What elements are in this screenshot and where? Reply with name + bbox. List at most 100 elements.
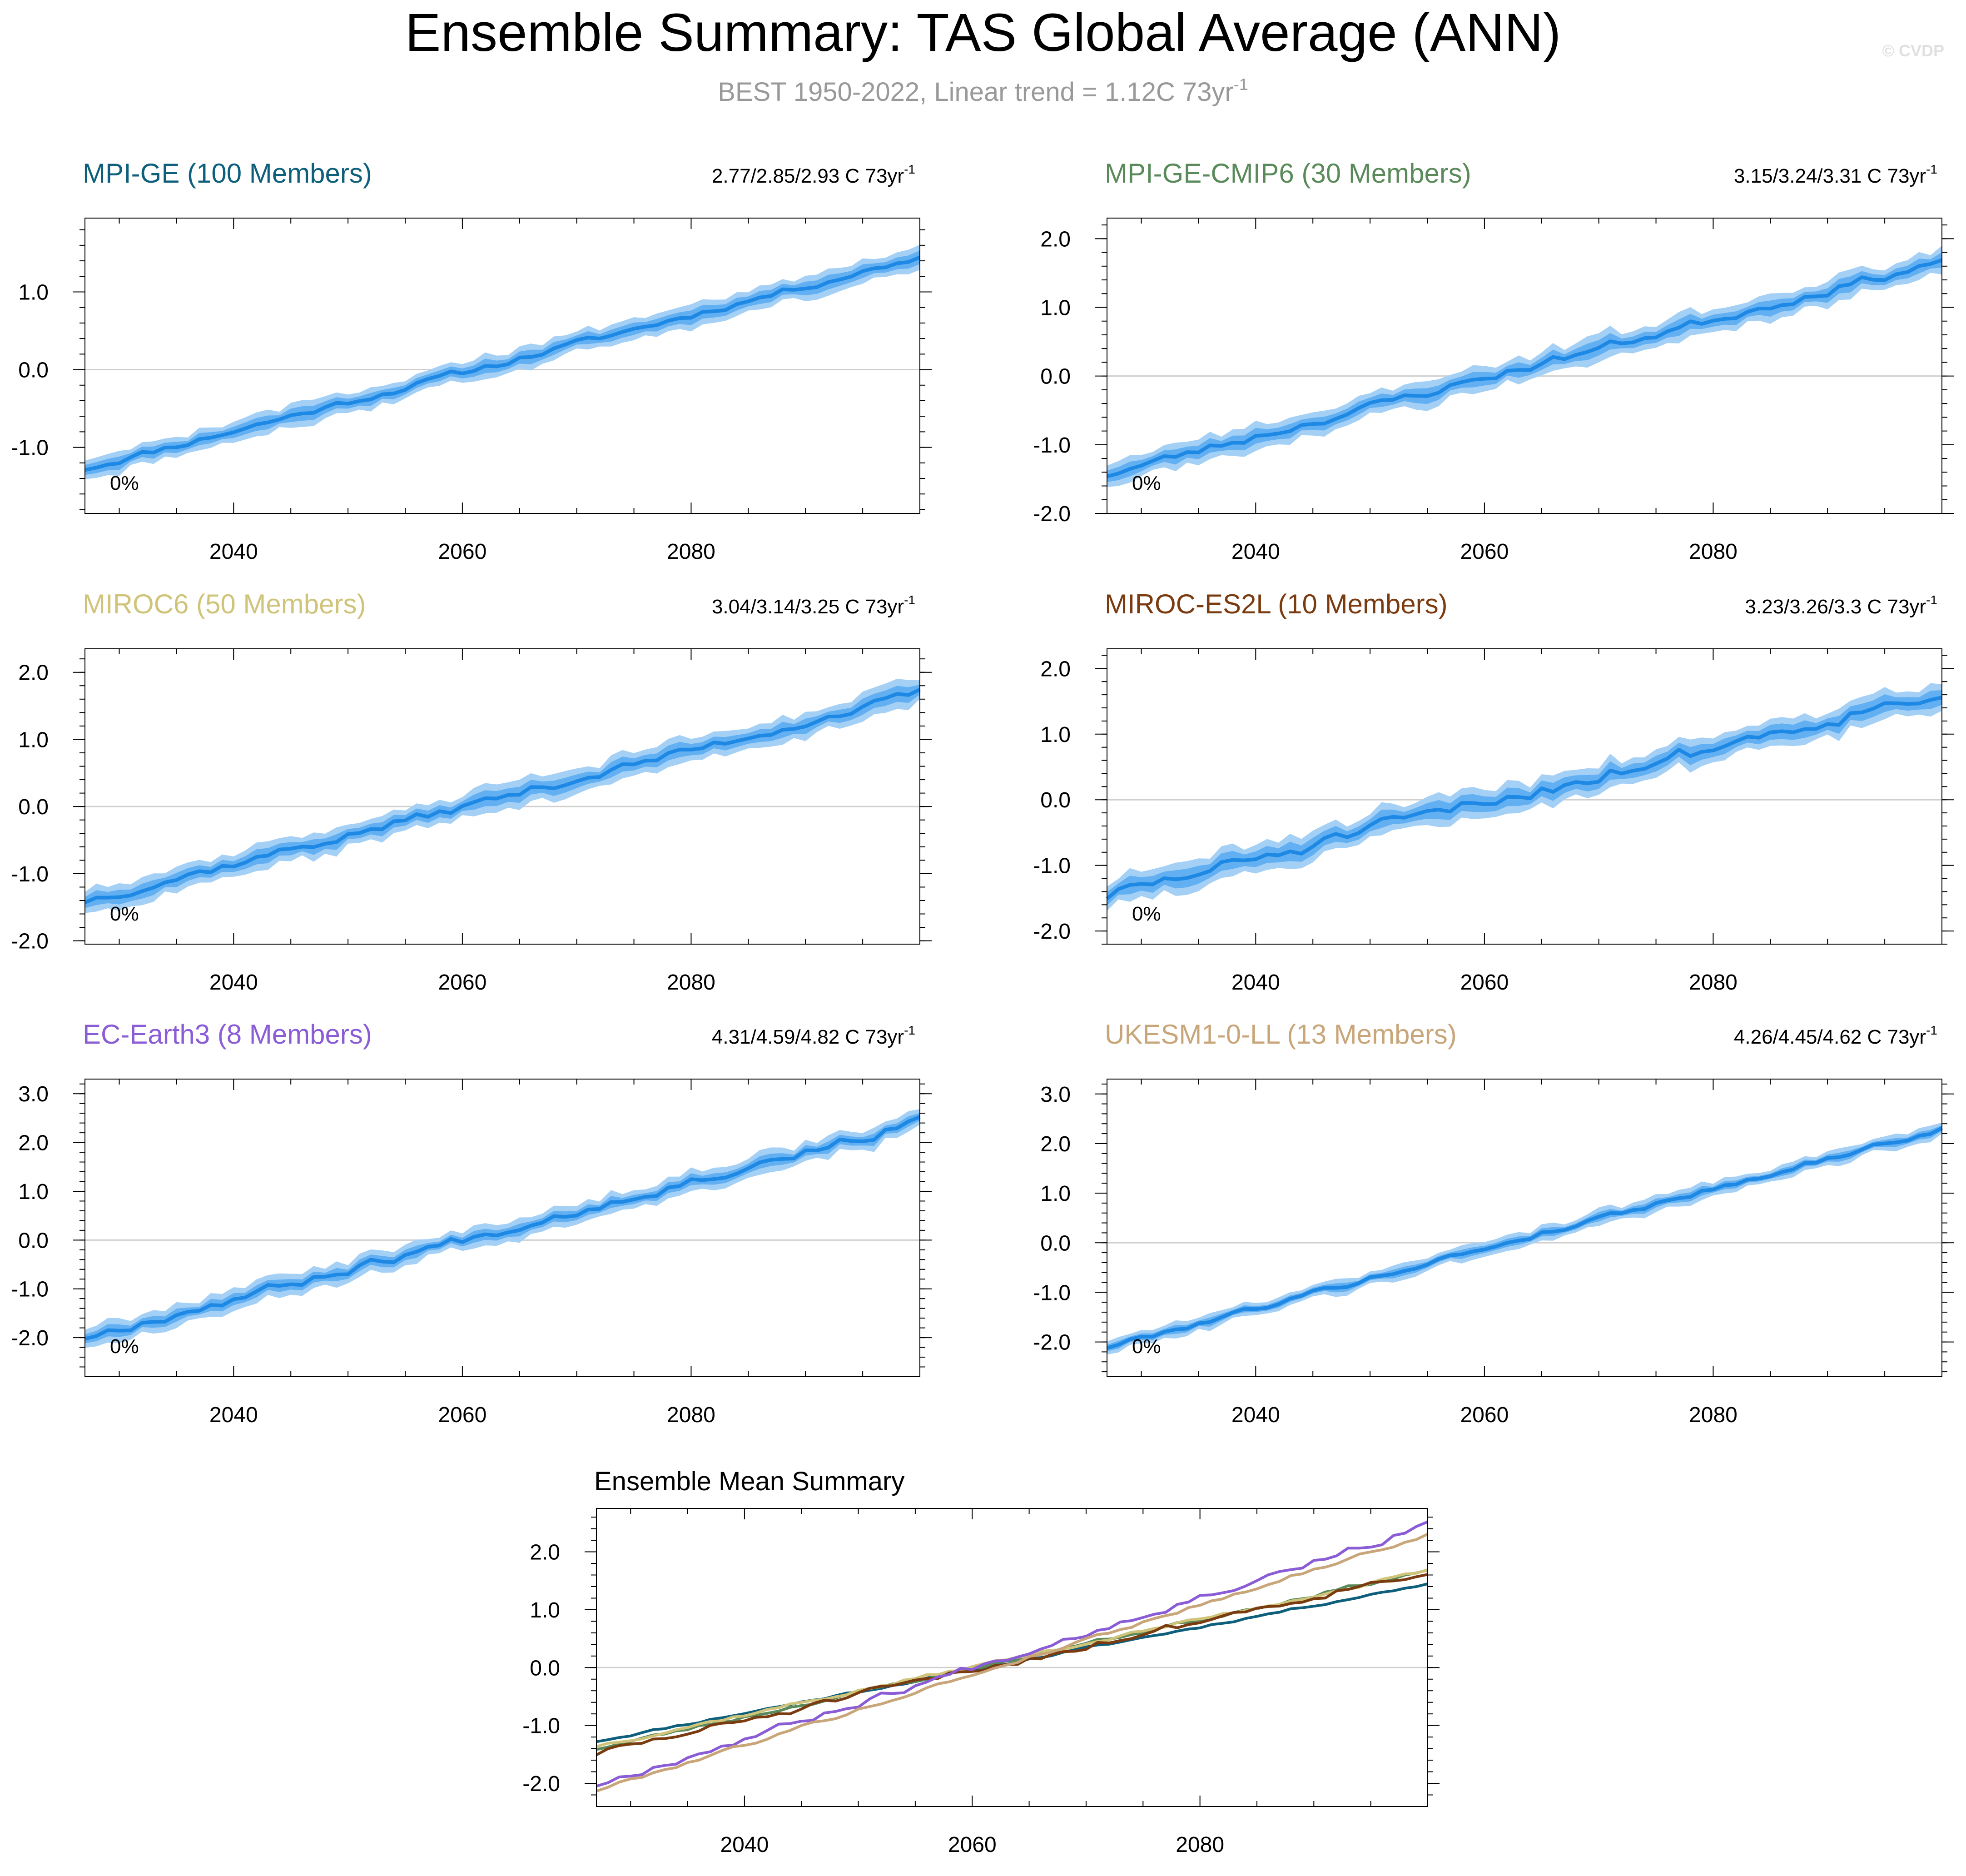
y-tick-label: 2.0: [18, 661, 49, 685]
x-tick-label: 2040: [1231, 970, 1280, 995]
x-tick-label: 2080: [667, 1403, 715, 1427]
plot-frame: [84, 1079, 920, 1377]
y-tick-label: 2.0: [530, 1541, 560, 1565]
plot-frame: [1107, 218, 1942, 514]
x-tick-label: 2040: [209, 970, 258, 995]
y-tick-label: 1.0: [18, 1180, 49, 1204]
panel-title: MPI-GE-CMIP6 (30 Members): [1105, 158, 1471, 189]
x-tick-label: 2040: [1231, 540, 1280, 564]
x-tick-label: 2060: [438, 970, 487, 995]
watermark: © CVDP: [1882, 41, 1944, 60]
figure-subtitle: BEST 1950-2022, Linear trend = 1.12C 73y…: [718, 75, 1248, 107]
y-tick-label: -1.0: [11, 862, 49, 886]
plot-frame: [1107, 1079, 1942, 1377]
percent-label: 0%: [110, 903, 139, 925]
panel-title: MIROC-ES2L (10 Members): [1105, 589, 1448, 619]
y-tick-label: -1.0: [11, 436, 49, 460]
y-tick-label: 2.0: [1040, 657, 1071, 681]
trend-label: 2.77/2.85/2.93 C 73yr-1: [712, 162, 915, 187]
ensemble-mean-line: [1107, 258, 1943, 478]
y-tick-label: -2.0: [1033, 502, 1071, 526]
trend-label: 3.23/3.26/3.3 C 73yr-1: [1745, 593, 1937, 618]
y-tick-label: -2.0: [11, 1326, 49, 1350]
figure-subtitle-text: BEST 1950-2022, Linear trend = 1.12C 73y…: [718, 77, 1234, 107]
chart-panel-3: MIROC6 (50 Members) 3.04/3.14/3.25 C 73yr…: [11, 589, 932, 995]
y-tick-label: -1.0: [1033, 433, 1071, 458]
x-tick-label: 2040: [1231, 1403, 1280, 1427]
trend-label: 3.15/3.24/3.31 C 73yr-1: [1734, 162, 1937, 187]
y-tick-label: -1.0: [522, 1714, 560, 1738]
trend-label-sup: -1: [904, 1023, 915, 1037]
figure-subtitle-sup: -1: [1234, 75, 1248, 94]
x-tick-label: 2060: [948, 1833, 997, 1857]
panel-title: Ensemble Mean Summary: [594, 1467, 904, 1496]
panel-title: EC-Earth3 (8 Members): [83, 1019, 372, 1050]
trend-label-text: 2.77/2.85/2.93 C 73yr: [712, 165, 904, 187]
chart-panel-2: MPI-GE-CMIP6 (30 Members) 3.15/3.24/3.31 …: [1033, 158, 1954, 564]
x-tick-label: 2040: [209, 1403, 258, 1427]
ensemble-mean-line: [84, 1115, 921, 1341]
plot-frame: [596, 1508, 1428, 1807]
percent-label: 0%: [1132, 903, 1161, 925]
x-tick-label: 2080: [1689, 970, 1738, 995]
x-tick-label: 2080: [667, 970, 715, 995]
y-tick-label: 1.0: [18, 728, 49, 752]
panel-title: MIROC6 (50 Members): [83, 589, 366, 619]
y-tick-label: -2.0: [522, 1772, 560, 1796]
series-line-ec-earth3: [596, 1520, 1429, 1788]
y-tick-label: 1.0: [1040, 296, 1071, 320]
panel-title: MPI-GE (100 Members): [83, 158, 372, 189]
y-tick-label: 2.0: [18, 1131, 49, 1155]
y-tick-label: 0.0: [1040, 365, 1071, 389]
plot-frame: [84, 648, 920, 945]
panel-title: UKESM1-0-LL (13 Members): [1105, 1019, 1457, 1050]
y-tick-label: 0.0: [18, 358, 49, 383]
y-tick-label: 0.0: [1040, 1231, 1071, 1255]
chart-panel-7: Ensemble Mean Summary 2040 2060 2080 2.0 1.0 0…: [522, 1467, 1440, 1857]
y-tick-label: 2.0: [1040, 227, 1071, 251]
trend-label-text: 4.31/4.59/4.82 C 73yr: [712, 1026, 904, 1048]
trend-label-sup: -1: [904, 162, 915, 176]
y-tick-label: -1.0: [1033, 854, 1071, 878]
trend-label-sup: -1: [1926, 162, 1937, 176]
x-tick-label: 2080: [1689, 540, 1738, 564]
y-tick-label: 1.0: [530, 1598, 560, 1622]
y-tick-label: 0.0: [18, 795, 49, 819]
x-tick-label: 2060: [1460, 540, 1509, 564]
x-tick-label: 2040: [720, 1833, 769, 1857]
trend-label-text: 3.15/3.24/3.31 C 73yr: [1734, 165, 1926, 187]
y-tick-label: 1.0: [18, 281, 49, 305]
y-tick-label: 3.0: [1040, 1083, 1071, 1107]
chart-panel-1: MPI-GE (100 Members) 2.77/2.85/2.93 C 73y…: [11, 158, 932, 564]
series-line-ukesm1-0-ll: [596, 1533, 1429, 1792]
chart-panel-6: UKESM1-0-LL (13 Members) 4.26/4.45/4.62 C…: [1033, 1019, 1954, 1427]
trend-label-text: 3.04/3.14/3.25 C 73yr: [712, 596, 904, 618]
y-tick-label: -2.0: [11, 930, 49, 954]
percent-label: 0%: [1132, 1335, 1161, 1358]
x-tick-label: 2060: [1460, 970, 1509, 995]
y-tick-label: 1.0: [1040, 723, 1071, 747]
trend-label-text: 3.23/3.26/3.3 C 73yr: [1745, 596, 1926, 618]
trend-label-sup: -1: [1926, 1023, 1937, 1037]
outer-range-band: [85, 1109, 920, 1348]
percent-label: 0%: [110, 472, 139, 494]
y-tick-label: 2.0: [1040, 1132, 1071, 1156]
y-tick-label: -1.0: [1033, 1281, 1071, 1305]
ensemble-mean-line: [1106, 696, 1942, 901]
x-tick-label: 2080: [1176, 1833, 1224, 1857]
x-tick-label: 2080: [1689, 1403, 1738, 1427]
y-tick-label: -2.0: [1033, 920, 1071, 944]
y-tick-label: 0.0: [1040, 788, 1071, 812]
chart-panel-4: MIROC-ES2L (10 Members) 3.23/3.26/3.3 C 7…: [1033, 589, 1954, 995]
chart-panel-5: EC-Earth3 (8 Members) 4.31/4.59/4.82 C 73…: [11, 1019, 932, 1427]
y-tick-label: -2.0: [1033, 1331, 1071, 1355]
trend-label: 3.04/3.14/3.25 C 73yr-1: [712, 593, 915, 618]
percent-label: 0%: [110, 1335, 139, 1358]
trend-label-sup: -1: [904, 593, 915, 607]
percent-label: 0%: [1132, 472, 1161, 494]
ensemble-mean-line: [84, 688, 921, 905]
plot-frame: [84, 218, 920, 514]
y-tick-label: 3.0: [18, 1082, 49, 1106]
x-tick-label: 2080: [667, 540, 715, 564]
